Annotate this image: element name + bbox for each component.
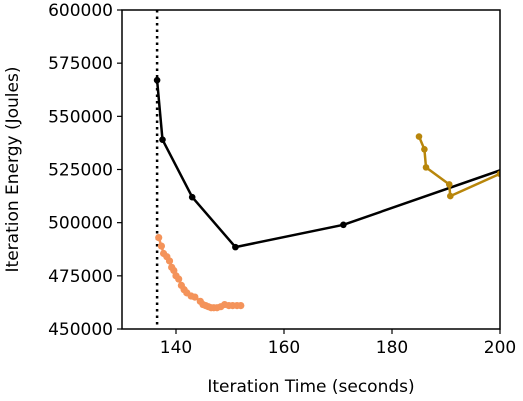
series-3-point-27 (237, 302, 245, 310)
x-tick-label-160: 160 (268, 338, 300, 358)
series-3-point-2 (157, 242, 166, 250)
series-3-point-1 (155, 233, 163, 242)
series-2-point-4 (445, 181, 453, 188)
y-tick-label-475000: 475000 (48, 267, 113, 287)
series-2-point-2 (421, 145, 428, 153)
x-tick-label-200: 200 (484, 338, 516, 358)
y-tick-label-450000: 450000 (48, 320, 113, 340)
x-axis-title: Iteration Time (seconds) (207, 377, 414, 397)
series-3-point-5 (165, 257, 174, 265)
x-tick-label-180: 180 (376, 338, 408, 358)
series-2-point-3 (422, 164, 430, 171)
series-2-point-1 (415, 133, 423, 140)
series-1-line (155, 80, 500, 249)
y-tick-label-600000: 600000 (48, 1, 113, 21)
x-tick-label-140: 140 (160, 338, 192, 358)
series-2-line (417, 136, 500, 198)
series-3-point-14 (191, 293, 199, 301)
series-1-point-3 (188, 193, 196, 201)
series-1-point-5 (340, 221, 347, 229)
y-tick-label-575000: 575000 (48, 54, 113, 74)
series-3-point-9 (175, 275, 183, 283)
series-2-point-6 (496, 170, 500, 178)
series-1-point-1 (153, 76, 161, 84)
y-tick-label-525000: 525000 (48, 161, 113, 181)
y-axis-title: Iteration Energy (Joules) (3, 67, 23, 273)
series-1-point-4 (232, 243, 239, 251)
series-1-point-2 (159, 136, 166, 144)
y-tick-label-500000: 500000 (48, 214, 113, 234)
y-tick-label-550000: 550000 (48, 107, 113, 127)
series-2-point-5 (447, 192, 454, 200)
